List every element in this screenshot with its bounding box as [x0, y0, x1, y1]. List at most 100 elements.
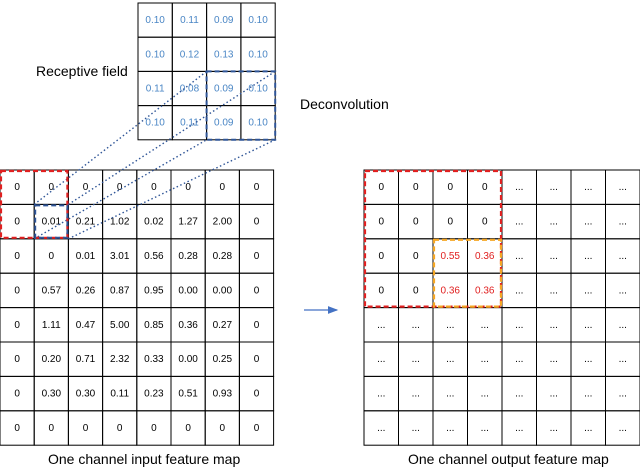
output-value: ... [550, 182, 558, 193]
input-value: 0.00 [213, 285, 233, 296]
output-value: 0 [378, 251, 384, 262]
kernel-value: 0.10 [145, 49, 165, 60]
kernel-value: 0.11 [180, 118, 199, 129]
output-value: ... [619, 320, 627, 331]
output-value: ... [412, 354, 420, 365]
output-value: ... [481, 320, 489, 331]
projection-line [68, 70, 276, 205]
output-value: ... [584, 251, 592, 262]
output-value: ... [515, 423, 523, 434]
input-value: 0 [14, 251, 20, 262]
kernel-value: 0.10 [145, 15, 165, 26]
input-value: 0 [49, 423, 55, 434]
input-value: 0.71 [76, 354, 96, 365]
input-value: 0 [14, 389, 20, 400]
output-value: ... [550, 389, 558, 400]
input-value: 0 [254, 354, 260, 365]
output-value: ... [377, 320, 385, 331]
output-value: ... [446, 423, 454, 434]
kernel-value: 0.11 [180, 15, 199, 26]
input-value: 0.25 [213, 354, 233, 365]
input-value: 0 [254, 251, 260, 262]
projection-lines [33, 70, 276, 240]
kernel-value: 0.10 [145, 118, 165, 129]
kernel-value: 0.10 [248, 84, 268, 95]
output-value: ... [619, 217, 627, 228]
output-cell [605, 410, 640, 446]
output-value: ... [377, 389, 385, 400]
input-value: 0.23 [144, 389, 164, 400]
input-value: 0.26 [76, 285, 96, 296]
output-value: ... [619, 182, 627, 193]
kernel-value: 0.13 [214, 49, 234, 60]
input-value: 0 [254, 320, 260, 331]
input-feature-map: 0 0 0 0 0 0 0 0 0 0.01 0.21 1.02 0.02 1.27 2.00 0 0 0 0.01… [0, 169, 275, 446]
output-value: 0 [413, 251, 419, 262]
input-value: 0 [14, 217, 20, 228]
output-value: 0 [447, 217, 453, 228]
output-value: ... [412, 389, 420, 400]
output-value: ... [446, 320, 454, 331]
output-value: ... [481, 423, 489, 434]
highlight-boxes [0, 70, 503, 308]
input-value: 0.02 [144, 217, 164, 228]
output-value: 0 [413, 182, 419, 193]
kernel-value: 0.08 [180, 84, 200, 95]
output-value: 0 [378, 217, 384, 228]
input-value: 0 [151, 423, 157, 434]
output-value: ... [584, 285, 592, 296]
kernel-window-highlight [205, 70, 277, 141]
input-value: 0.30 [76, 389, 96, 400]
input-value: 0.28 [178, 251, 198, 262]
input-value: 0.01 [76, 251, 96, 262]
output-value: 0.36 [441, 285, 461, 296]
input-value: 0 [254, 285, 260, 296]
input-value: 0 [117, 423, 123, 434]
output-value: 0 [413, 217, 419, 228]
output-map-caption: One channel output feature map [408, 451, 609, 467]
input-value: 0.47 [76, 320, 96, 331]
input-value: 1.11 [42, 320, 61, 331]
input-map-caption: One channel input feature map [48, 451, 240, 467]
input-value: 0 [49, 182, 55, 193]
deconvolution-label: Deconvolution [300, 96, 389, 112]
output-value: ... [481, 389, 489, 400]
input-value: 0.28 [213, 251, 233, 262]
input-value: 0 [220, 182, 226, 193]
output-value: ... [515, 182, 523, 193]
output-value: ... [515, 354, 523, 365]
input-value: 0.01 [42, 217, 62, 228]
output-value: ... [515, 217, 523, 228]
input-value: 0 [83, 182, 89, 193]
input-value: 0.85 [144, 320, 164, 331]
input-value: 0 [14, 182, 20, 193]
input-value: 0 [49, 251, 55, 262]
output-value: ... [619, 423, 627, 434]
output-value: ... [619, 251, 627, 262]
receptive-field-label: Receptive field [36, 63, 128, 79]
input-value: 0 [254, 423, 260, 434]
output-value: ... [584, 320, 592, 331]
input-value: 0 [14, 320, 20, 331]
kernel-value: 0.10 [248, 15, 268, 26]
output-value: ... [550, 423, 558, 434]
kernel-value: 0.11 [146, 84, 165, 95]
output-value: ... [619, 354, 627, 365]
output-value: 0 [413, 285, 419, 296]
input-value: 0.11 [110, 389, 129, 400]
input-value: 3.01 [110, 251, 130, 262]
projection-line [33, 139, 207, 240]
output-value: ... [515, 285, 523, 296]
input-value: 5.00 [110, 320, 130, 331]
kernel-value: 0.09 [214, 15, 234, 26]
input-value: 0.20 [42, 354, 62, 365]
input-value: 0 [220, 423, 226, 434]
input-value: 0.93 [213, 389, 233, 400]
output-value: 0.36 [475, 285, 495, 296]
output-value: ... [584, 423, 592, 434]
input-value: 0 [117, 182, 123, 193]
input-value: 0.36 [178, 320, 198, 331]
output-value: ... [481, 354, 489, 365]
input-value: 0 [14, 285, 20, 296]
